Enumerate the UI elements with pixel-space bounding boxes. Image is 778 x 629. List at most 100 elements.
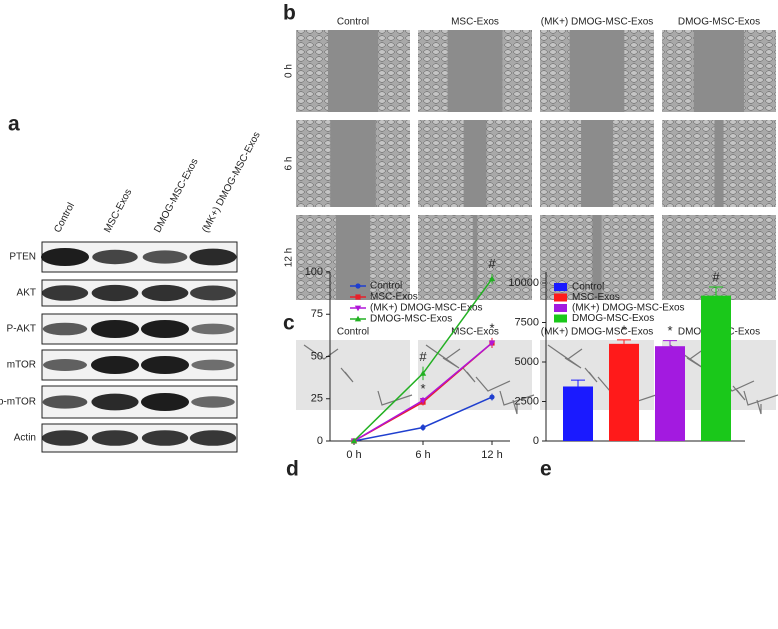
band <box>42 395 88 409</box>
band <box>189 430 237 446</box>
band <box>191 396 235 408</box>
band <box>92 249 138 265</box>
scratch-gap <box>447 30 503 112</box>
band <box>141 356 189 374</box>
column-label: Control <box>337 327 369 338</box>
x-tick-label: 6 h <box>415 449 430 461</box>
band <box>141 320 189 338</box>
tube-network <box>303 344 413 406</box>
error-bar <box>571 379 585 387</box>
protein-label: P-AKT <box>7 324 36 335</box>
protein-label: PTEN <box>9 252 36 263</box>
micrograph <box>296 340 410 410</box>
lane-label: Control <box>52 201 77 235</box>
row-label: 12 h <box>284 248 295 267</box>
bar <box>655 346 685 441</box>
lane-label: MSC-Exos <box>102 187 134 234</box>
x-tick-label: 0 h <box>346 449 361 461</box>
y-tick-label: 7500 <box>515 316 539 328</box>
column-label: (MK+) DMOG-MSC-Exos <box>541 17 654 28</box>
scratch-gap <box>463 120 487 207</box>
y-tick-label: 0 <box>317 435 323 447</box>
protein-label: p-mTOR <box>0 397 36 408</box>
legend-swatch <box>554 304 567 312</box>
point <box>489 394 495 400</box>
bar <box>701 295 731 441</box>
scratch-gap <box>581 120 613 207</box>
point <box>420 424 426 431</box>
y-tick-label: 0 <box>533 435 539 447</box>
micrograph <box>418 340 532 410</box>
significance: # <box>419 349 427 364</box>
row-label: 6 h <box>284 157 295 171</box>
column-label: Control <box>337 17 369 28</box>
significance: * <box>621 322 626 337</box>
legend-label: MSC-Exos <box>572 292 620 303</box>
legend-label: Control <box>572 282 604 293</box>
legend-label: (MK+) DMOG-MSC-Exos <box>370 303 483 314</box>
legend-label: MSC-Exos <box>370 292 418 303</box>
y-tick-label: 10000 <box>508 277 539 289</box>
band <box>41 248 89 266</box>
legend-marker <box>354 315 362 322</box>
legend-swatch <box>554 314 567 323</box>
significance: # <box>488 256 496 271</box>
band <box>42 322 88 336</box>
protein-label: mTOR <box>7 360 36 371</box>
legend-marker <box>354 305 362 312</box>
y-tick-label: 50 <box>311 350 323 362</box>
scratch-gap <box>569 30 625 112</box>
band <box>91 393 139 411</box>
point <box>488 340 496 347</box>
legend-swatch <box>554 293 567 302</box>
column-label: MSC-Exos <box>451 17 499 28</box>
significance: * <box>489 320 494 335</box>
lane-label: DMOG-MSC-Exos <box>152 157 200 235</box>
legend-label: Control <box>370 281 402 292</box>
protein-label: AKT <box>17 288 36 299</box>
column-label: DMOG-MSC-Exos <box>678 17 760 28</box>
band <box>41 430 89 446</box>
significance: # <box>712 269 720 284</box>
panel-label: a <box>8 113 20 136</box>
legend-label: (MK+) DMOG-MSC-Exos <box>572 303 685 314</box>
band <box>189 248 237 266</box>
legend-swatch <box>554 283 567 291</box>
y-tick-label: 100 <box>305 266 323 278</box>
scratch-gap <box>335 215 371 300</box>
band <box>91 320 139 338</box>
band <box>141 393 189 411</box>
legend-label: DMOG-MSC-Exos <box>572 313 654 324</box>
y-tick-label: 75 <box>311 308 323 320</box>
point <box>350 437 358 444</box>
column-label: (MK+) DMOG-MSC-Exos <box>541 327 654 338</box>
tube-network <box>425 344 535 415</box>
legend-label: DMOG-MSC-Exos <box>370 314 452 325</box>
panel-label: c <box>283 312 295 335</box>
band <box>91 430 139 446</box>
error-bar <box>709 286 723 296</box>
row-label: 0 h <box>284 64 295 78</box>
scratch-gap <box>330 120 376 207</box>
y-tick-label: 2500 <box>515 395 539 407</box>
error-bar <box>617 339 631 344</box>
error-bar <box>663 340 677 347</box>
band <box>41 285 89 301</box>
bar <box>609 343 639 441</box>
scratch-gap <box>714 120 724 207</box>
x-tick-label: 12 h <box>481 449 502 461</box>
scratch-gap <box>592 215 602 300</box>
band <box>190 285 236 301</box>
band <box>91 284 139 302</box>
band <box>43 359 87 371</box>
point <box>419 398 427 404</box>
point <box>419 370 427 376</box>
scratch-gap <box>472 215 478 300</box>
legend-marker <box>355 283 361 289</box>
scratch-gap <box>693 30 745 112</box>
column-label: MSC-Exos <box>451 327 499 338</box>
band <box>91 356 139 374</box>
bar <box>563 386 593 441</box>
band <box>191 359 235 371</box>
